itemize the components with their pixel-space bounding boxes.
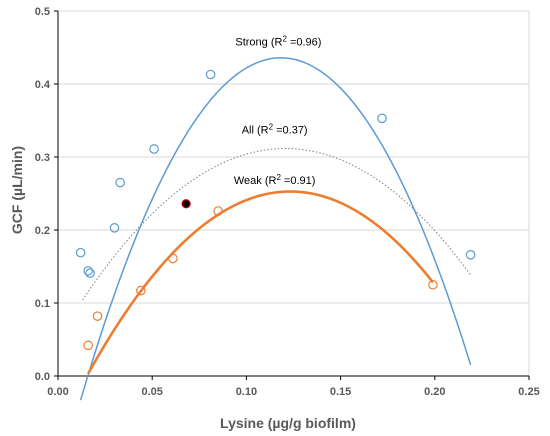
data-point-strong: [465, 250, 476, 260]
data-point-all: [181, 199, 191, 209]
data-point-strong: [85, 268, 95, 278]
data-point-weak: [92, 311, 103, 321]
y-tick-label: 0.5: [35, 6, 50, 18]
data-point-strong: [115, 177, 125, 188]
trendline-strong: [79, 57, 472, 401]
x-tick-label: 0.05: [141, 386, 162, 398]
data-points: [75, 69, 476, 351]
data-point-strong: [83, 266, 93, 276]
y-tick-label: 0.3: [35, 152, 50, 164]
data-point-weak: [83, 340, 93, 351]
data-point-strong: [109, 223, 120, 233]
y-tick-label: 0.2: [35, 225, 50, 237]
data-point-strong: [75, 247, 86, 258]
y-axis-title: GCF (µL/min): [9, 146, 25, 234]
data-point-weak: [168, 253, 178, 264]
trendlines: [79, 57, 472, 401]
trendline-weak: [87, 190, 434, 375]
y-tick-label: 0.1: [35, 298, 50, 310]
x-tick-label: 0.20: [424, 386, 445, 398]
data-point-strong: [205, 69, 216, 80]
x-tick-label: 0.15: [330, 386, 351, 398]
trend-label-all: All (R2 =0.37): [242, 122, 308, 137]
x-tick-label: 0.00: [47, 386, 68, 398]
data-point-weak: [213, 206, 223, 216]
trend-annotations: Strong (R2 =0.96) Weak (R2 =0.91) All (R2 …: [234, 34, 322, 187]
data-point-weak: [428, 279, 438, 290]
axes: [54, 10, 530, 380]
x-tick-label: 0.25: [518, 386, 539, 398]
tick-labels: 0.0 0.1 0.2 0.3 0.4 0.5 0.00 0.05 0.10 0.15 0.20 0.…: [35, 6, 540, 398]
trend-label-strong: Strong (R2 =0.96): [235, 34, 321, 49]
trend-label-weak: Weak (R2 =0.91): [234, 173, 316, 188]
x-axis-title: Lysine (µg/g biofilm): [220, 415, 356, 431]
x-tick-label: 0.10: [236, 386, 257, 398]
data-point-strong: [377, 113, 387, 124]
y-tick-label: 0.0: [35, 371, 50, 383]
data-point-strong: [149, 144, 159, 154]
data-point-weak: [136, 285, 146, 296]
y-tick-label: 0.4: [35, 79, 51, 91]
